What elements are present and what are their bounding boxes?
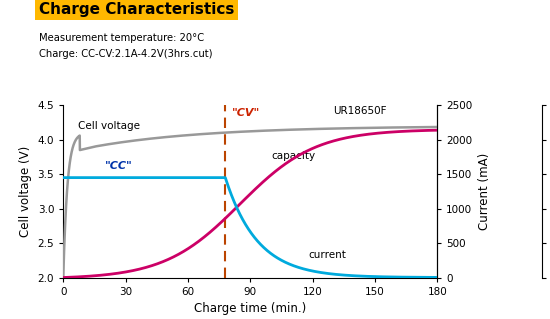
Text: current: current [309,250,346,260]
Text: Charge Characteristics: Charge Characteristics [39,2,234,17]
Text: Cell voltage: Cell voltage [78,121,140,131]
Text: Measurement temperature: 20°C: Measurement temperature: 20°C [39,33,204,43]
Text: "CV": "CV" [232,108,260,118]
X-axis label: Charge time (min.): Charge time (min.) [194,302,306,315]
Text: capacity: capacity [271,151,315,161]
Text: "CC": "CC" [105,161,133,171]
Y-axis label: Cell voltage (V): Cell voltage (V) [19,146,32,237]
Y-axis label: Current (mA): Current (mA) [478,153,491,230]
Text: UR18650F: UR18650F [333,106,387,116]
Text: Charge: CC-CV:2.1A-4.2V(3hrs.cut): Charge: CC-CV:2.1A-4.2V(3hrs.cut) [39,49,212,59]
